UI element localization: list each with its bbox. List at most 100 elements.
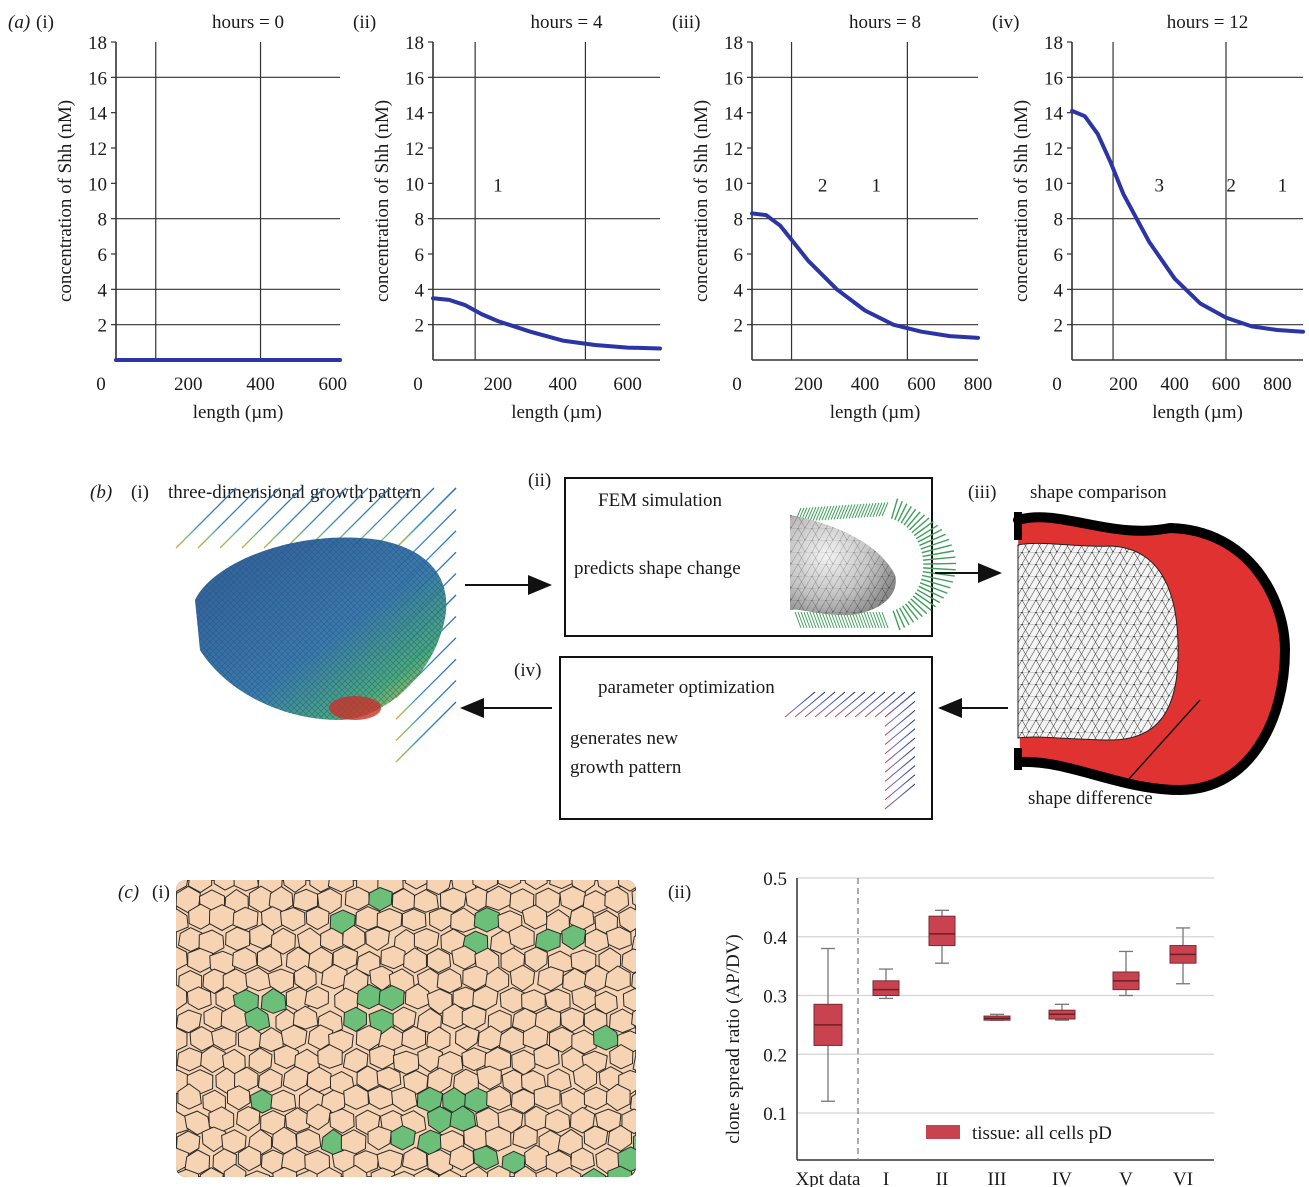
tissue-cell	[257, 1068, 283, 1093]
force-vector	[806, 611, 814, 629]
tissue-cell	[270, 927, 296, 955]
cage-line	[884, 774, 916, 801]
y-tick-label: 6	[98, 245, 108, 266]
cage-line	[395, 701, 457, 763]
force-vector	[809, 611, 817, 629]
x-tick-label: 600	[1212, 374, 1241, 395]
tissue-cell	[281, 880, 307, 894]
cage-line	[395, 487, 457, 549]
x-tick-label: 400	[548, 374, 577, 395]
y-axis-label: concentration of Shh (nM)	[372, 100, 393, 302]
x-axis-label: length (µm)	[193, 402, 284, 423]
force-vector	[836, 505, 844, 520]
region-label: 2	[818, 175, 828, 196]
panel-c-label: (c)	[118, 882, 139, 903]
cage-line	[884, 691, 916, 718]
tissue-cell	[227, 1085, 251, 1111]
force-vector	[794, 611, 802, 629]
force-vector	[919, 533, 946, 547]
y-tick-label: 12	[1044, 139, 1063, 160]
force-vector	[812, 506, 820, 521]
optimization-text-line2: growth pattern	[570, 757, 682, 778]
tissue-cell	[236, 1105, 261, 1132]
tissue-cell	[401, 908, 427, 932]
tissue-cell	[237, 1145, 262, 1172]
x-tick-label: 600	[907, 374, 936, 395]
chart-title: hours = 8	[849, 12, 921, 33]
cage-line	[864, 691, 896, 718]
tissue-cell	[248, 1047, 273, 1074]
tissue-cell	[309, 880, 334, 893]
tissue-cell	[524, 946, 548, 973]
x-category-label: IV	[1052, 1169, 1072, 1187]
force-vector	[890, 498, 899, 519]
x-axis-label: length (µm)	[511, 402, 602, 423]
force-vector	[809, 506, 817, 522]
cell-tissue-image	[176, 880, 636, 1177]
force-vector	[821, 611, 829, 629]
y-tick-label: 10	[405, 174, 424, 195]
tissue-cell	[391, 887, 418, 912]
x-category-label: III	[988, 1169, 1007, 1187]
tissue-cell	[569, 1106, 596, 1134]
tissue-cell	[177, 927, 204, 952]
parameter-optimization-box	[559, 656, 933, 820]
cage-line	[884, 746, 916, 773]
tissue-cell	[355, 1024, 382, 1051]
tissue-cell	[524, 880, 548, 890]
force-vector	[921, 544, 952, 554]
clone-spread-box-chart: 0.1 0.2 0.3 0.4 0.5 clone spread ratio (AP/DV…	[723, 869, 1214, 1187]
tissue-cell	[392, 1006, 417, 1032]
origin-label: 0	[1052, 374, 1062, 395]
x-category-label: V	[1119, 1169, 1133, 1187]
panel-b-label: (b)	[90, 482, 112, 503]
chart-roman-label: (iii)	[672, 12, 701, 33]
growth-pattern-cube-image	[175, 487, 457, 763]
box-iqr	[872, 980, 900, 996]
force-vector	[827, 505, 835, 520]
fem-shape-image	[790, 498, 956, 631]
x-tick-label: 800	[1263, 374, 1292, 395]
y-tick-label: 0.4	[763, 928, 787, 949]
tissue-cell	[365, 926, 390, 951]
tissue-cell	[401, 1146, 428, 1171]
shh-concentration-curve	[1070, 108, 1305, 334]
y-axis-label: concentration of Shh (nM)	[691, 100, 712, 302]
chart-title: hours = 4	[531, 12, 603, 33]
clone-cell	[449, 1105, 477, 1132]
tissue-cell	[484, 1126, 512, 1152]
x-category-label: Xpt data	[796, 1169, 861, 1187]
y-tick-label: 14	[405, 104, 425, 125]
y-tick-label: 10	[1044, 174, 1063, 195]
force-vector	[869, 611, 877, 629]
clone-cell	[390, 1125, 416, 1151]
tissue-cell	[279, 906, 306, 932]
tissue-cell	[176, 1047, 203, 1072]
clone-cell	[378, 984, 405, 1012]
y-tick-label: 8	[415, 210, 425, 231]
tissue-cell	[316, 887, 343, 915]
y-tick-label: 16	[724, 68, 743, 89]
tissue-cell	[450, 907, 477, 933]
force-vector	[911, 517, 930, 534]
force-vector	[916, 589, 941, 604]
x-tick-label: 400	[1160, 374, 1189, 395]
tissue-cell	[486, 1085, 512, 1111]
force-vector	[895, 609, 906, 628]
force-vector	[797, 611, 805, 629]
force-vector	[860, 611, 868, 629]
cage-line	[884, 783, 916, 810]
y-tick-label: 14	[724, 104, 744, 125]
tissue-cell	[549, 880, 574, 890]
optimization-title: parameter optimization	[598, 677, 775, 698]
tissue-cell	[305, 1103, 332, 1131]
tissue-cell	[307, 946, 334, 974]
chart-title: hours = 0	[212, 12, 284, 33]
tissue-cell	[305, 906, 330, 931]
tissue-cell	[413, 1167, 440, 1177]
y-tick-label: 6	[415, 245, 425, 266]
clone-cell	[607, 1165, 634, 1177]
force-vector	[830, 505, 838, 520]
tissue-cell	[594, 1108, 622, 1133]
